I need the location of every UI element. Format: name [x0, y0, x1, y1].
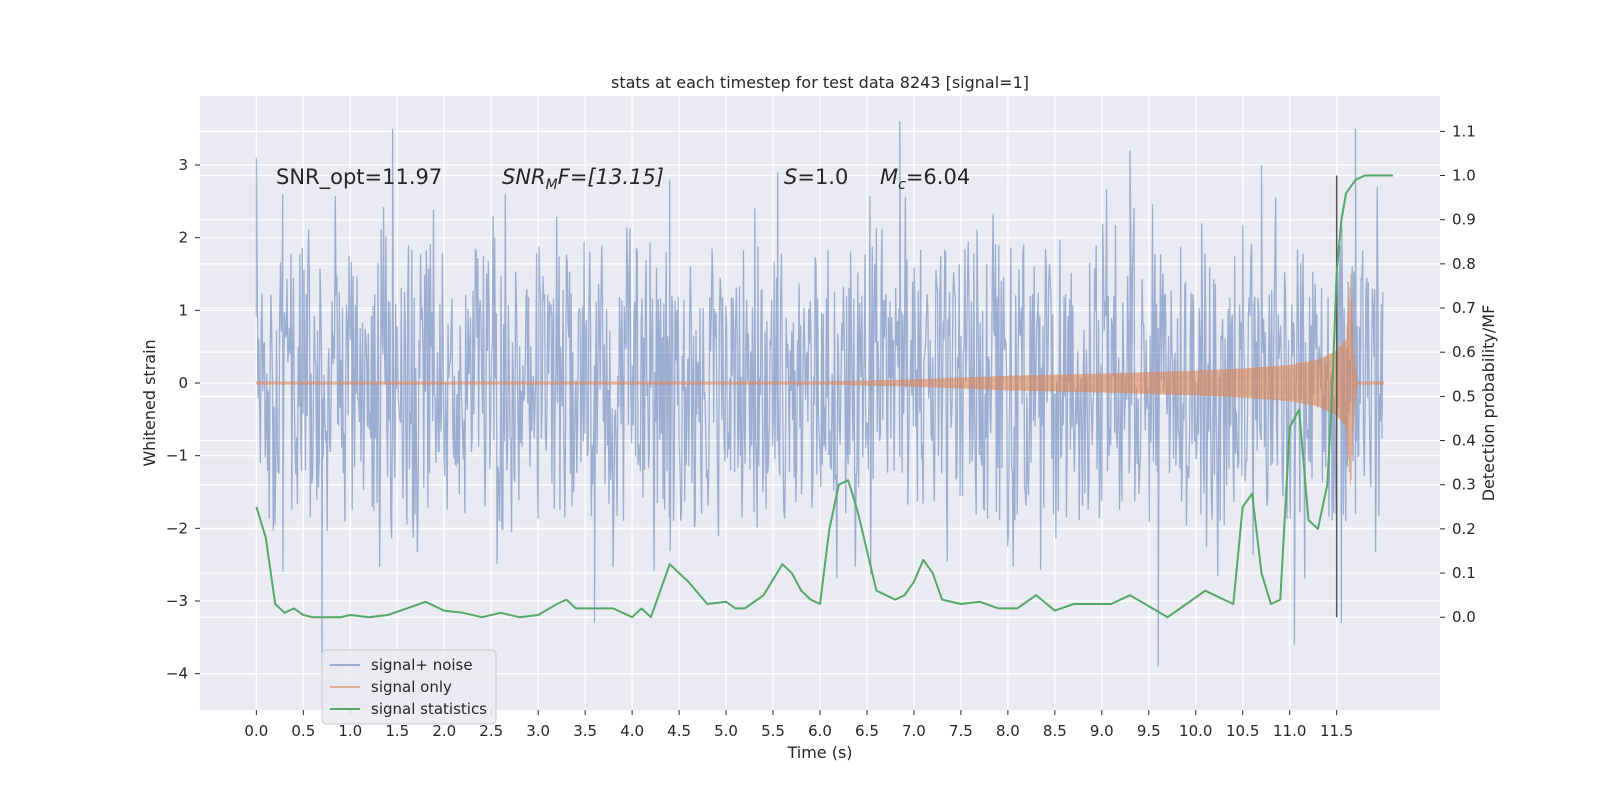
y-right-tick-label: 0.1: [1452, 564, 1476, 582]
x-tick-label: 10.5: [1226, 722, 1259, 740]
annotation-mc-a: M: [880, 165, 898, 189]
signal-noise-line: [255, 121, 1384, 674]
annotation-snr-opt: SNR_opt=11.97: [276, 165, 442, 190]
x-tick-label: 0.0: [244, 722, 268, 740]
x-tick-label: 10.0: [1179, 722, 1212, 740]
x-tick-label: 9.0: [1090, 722, 1114, 740]
legend-box: [321, 649, 497, 725]
y-left-tick-label: 1: [178, 301, 188, 319]
annotation-s: S=1.0: [784, 165, 848, 189]
series-signal-only: [255, 273, 1385, 486]
y-right-tick-label: 1.1: [1452, 122, 1476, 140]
x-tick-label: 8.0: [996, 722, 1020, 740]
signal-statistics-line: [255, 174, 1393, 619]
legend-label-signal: signal only: [371, 678, 452, 696]
x-tick-label: 6.5: [855, 722, 879, 740]
y-right-tick-label: 0.8: [1452, 255, 1476, 273]
y-right-tick-label: 0.9: [1452, 211, 1476, 229]
y-right-axis-label: Detection probability/MF: [1479, 305, 1498, 502]
x-tick-label: 3.5: [573, 722, 597, 740]
y-right-tick-label: 0.5: [1452, 387, 1476, 405]
legend-label-noise: signal+ noise: [371, 656, 473, 674]
annotation-snr-mf-b: F=[13.15]: [558, 165, 664, 189]
x-tick-label: 1.0: [338, 722, 362, 740]
x-tick-label: 11.0: [1273, 722, 1306, 740]
y-right-tick-label: 0.7: [1452, 299, 1476, 317]
x-tick-label: 7.5: [949, 722, 973, 740]
x-tick-label: 0.5: [291, 722, 315, 740]
y-right-tick-label: 0.6: [1452, 343, 1476, 361]
legend: signal+ noise signal only signal statist…: [321, 649, 497, 725]
annotation-mc-b: =6.04: [906, 165, 970, 189]
series-signal-statistics: [255, 174, 1393, 619]
y-left-ticks: 3 2 1 0 −1 −2 −3 −4: [166, 156, 200, 683]
y-right-tick-label: 1.0: [1452, 167, 1476, 185]
x-tick-label: 4.5: [667, 722, 691, 740]
y-left-tick-label: 0: [178, 374, 188, 392]
x-tick-label: 9.5: [1137, 722, 1161, 740]
x-tick-label: 3.0: [526, 722, 550, 740]
series-signal-noise: [255, 121, 1384, 674]
y-left-tick-label: −4: [166, 665, 188, 683]
annotation-s-b: =1.0: [797, 165, 848, 189]
y-right-tick-label: 0.2: [1452, 520, 1476, 538]
annotation-snr-mf-a: SNR: [502, 165, 546, 189]
x-tick-label: 6.0: [808, 722, 832, 740]
x-tick-label: 5.5: [761, 722, 785, 740]
x-tick-label: 2.5: [479, 722, 503, 740]
y-right-tick-label: 0.3: [1452, 476, 1476, 494]
annotation-mc: Mc=6.04: [880, 165, 970, 193]
x-tick-label: 2.0: [432, 722, 456, 740]
x-tick-label: 1.5: [385, 722, 409, 740]
y-left-axis-label: Whitened strain: [140, 339, 159, 466]
x-axis-label: Time (s): [786, 743, 852, 762]
y-left-tick-label: 3: [178, 156, 188, 174]
annotation-s-a: S: [784, 165, 797, 189]
y-left-tick-label: −3: [166, 592, 188, 610]
y-left-tick-label: −2: [166, 519, 188, 537]
x-tick-label: 7.0: [902, 722, 926, 740]
x-tick-label: 4.0: [620, 722, 644, 740]
x-tick-label: 8.5: [1043, 722, 1067, 740]
y-right-tick-label: 0.4: [1452, 432, 1476, 450]
annotation-snr-mf-sub: M: [546, 177, 558, 193]
y-right-ticks: 1.1 1.0 0.9 0.8 0.7 0.6 0.5 0.4 0.3 0.2 0.1 0.0: [1440, 122, 1476, 626]
y-right-tick-label: 0.0: [1452, 608, 1476, 626]
x-ticks: 0.0 0.5 1.0 1.5 2.0 2.5 3.0 3.5 4.0 4.5 5.0 5.5 6.0 6…: [244, 710, 1353, 740]
signal-only-line: [255, 273, 1385, 486]
x-tick-label: 5.0: [714, 722, 738, 740]
legend-label-stats: signal statistics: [371, 700, 487, 718]
annotation-mc-sub: c: [898, 177, 906, 193]
chart-title: stats at each timestep for test data 824…: [611, 73, 1029, 92]
y-left-tick-label: −1: [166, 447, 188, 465]
y-left-tick-label: 2: [178, 229, 188, 247]
x-tick-label: 11.5: [1320, 722, 1353, 740]
annotation-snr-mf: SNRMF=[13.15]: [502, 165, 664, 193]
